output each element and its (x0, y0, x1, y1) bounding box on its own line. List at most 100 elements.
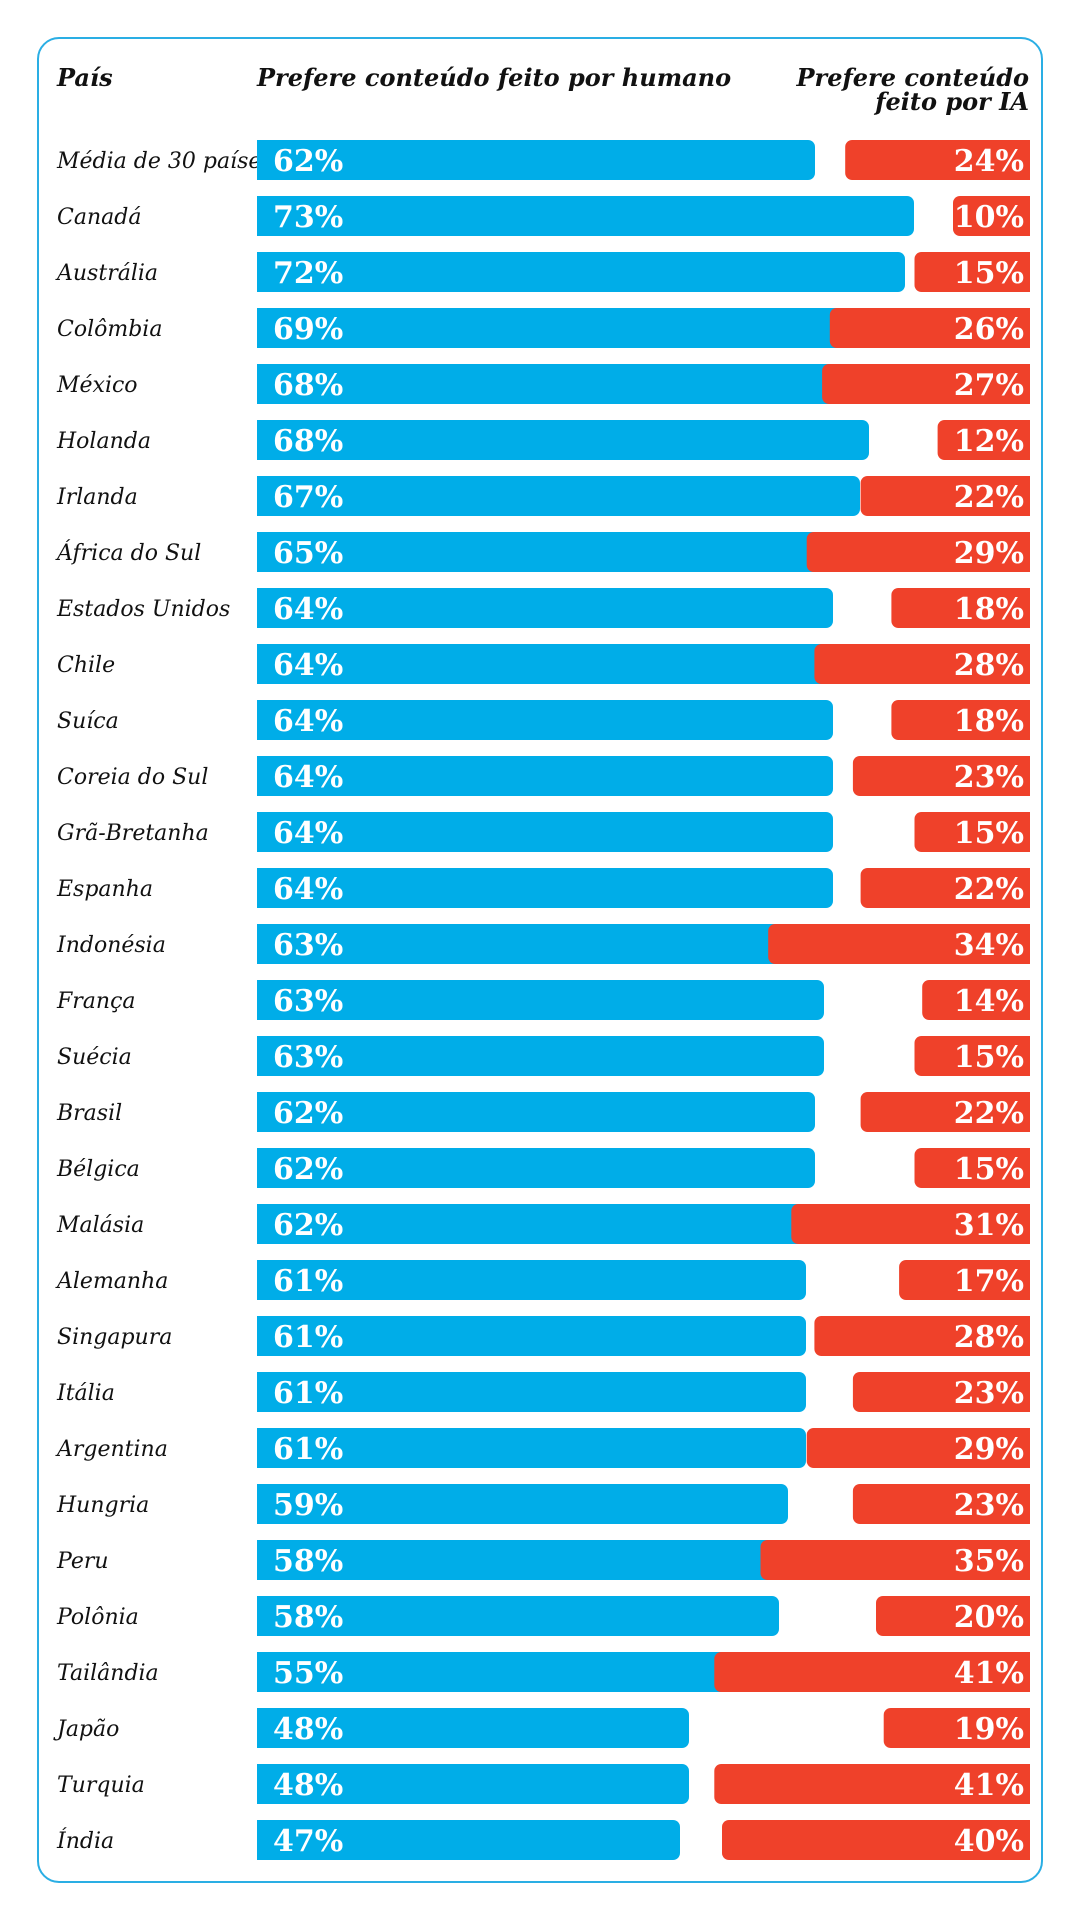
ai-value-label: 40% (954, 1824, 1024, 1859)
ai-bar-edge (1020, 1484, 1030, 1524)
ai-bar (922, 980, 1030, 1020)
ai-value-label: 15% (954, 1040, 1024, 1075)
ai-value-label: 22% (954, 480, 1024, 515)
ai-bar-edge (1020, 140, 1030, 180)
ai-bar-edge (1020, 924, 1030, 964)
human-bar-edge (257, 532, 267, 572)
ai-value-label: 18% (954, 592, 1024, 627)
human-value-label: 64% (273, 816, 343, 851)
ai-bar (883, 1708, 1030, 1748)
ai-bar (806, 532, 1030, 572)
ai-value-label: 19% (954, 1712, 1024, 1747)
human-value-label: 62% (273, 1096, 343, 1131)
country-label: Austrália (55, 261, 158, 286)
country-label: Bélgica (56, 1157, 140, 1182)
human-bar (257, 924, 824, 964)
human-value-label: 55% (273, 1656, 343, 1691)
country-label: Canadá (57, 205, 141, 230)
ai-value-label: 24% (954, 144, 1024, 179)
ai-bar-edge (1020, 196, 1030, 236)
ai-bar-edge (1020, 1540, 1030, 1580)
country-label: Colômbia (57, 317, 162, 342)
ai-bar (714, 1764, 1030, 1804)
ai-bar (914, 1036, 1030, 1076)
country-label: Brasil (56, 1101, 122, 1126)
human-bar-edge (257, 1148, 267, 1188)
ai-bar (852, 1484, 1030, 1524)
human-bar-edge (257, 1652, 267, 1692)
ai-bar (852, 756, 1030, 796)
ai-bar (953, 196, 1030, 236)
country-label: Malásia (56, 1213, 144, 1238)
ai-bar (722, 1820, 1030, 1860)
ai-bar-edge (1020, 252, 1030, 292)
ai-bar (891, 700, 1030, 740)
human-bar (257, 700, 833, 740)
human-value-label: 59% (273, 1488, 343, 1523)
human-bar (257, 1540, 779, 1580)
ai-bar-edge (1020, 1092, 1030, 1132)
human-value-label: 69% (273, 312, 343, 347)
country-label: Suíca (57, 709, 119, 734)
human-bar (257, 1820, 680, 1860)
ai-bar-edge (1020, 868, 1030, 908)
human-bar-edge (257, 980, 267, 1020)
human-bar-edge (257, 1036, 267, 1076)
human-column-header: Prefere conteúdo feito por humano (257, 63, 732, 92)
country-label: Singapura (57, 1325, 172, 1350)
human-bar-edge (257, 1204, 267, 1244)
ai-value-label: 14% (954, 984, 1024, 1019)
human-bar-edge (257, 588, 267, 628)
human-bar-edge (257, 868, 267, 908)
human-value-label: 62% (273, 1152, 343, 1187)
human-bar (257, 1428, 806, 1468)
human-bar-edge (257, 364, 267, 404)
human-bar (257, 476, 860, 516)
ai-bar-edge (1020, 532, 1030, 572)
human-bar-edge (257, 420, 267, 460)
ai-bar-edge (1020, 756, 1030, 796)
human-bar-edge (257, 700, 267, 740)
ai-value-label: 27% (954, 368, 1024, 403)
human-bar (257, 1148, 815, 1188)
ai-column-header: Prefere conteúdo feito por IA (789, 66, 1030, 114)
ai-value-label: 29% (954, 1432, 1024, 1467)
human-value-label: 61% (273, 1376, 343, 1411)
ai-bar-edge (1020, 1596, 1030, 1636)
human-bar-edge (257, 1428, 267, 1468)
country-label: Estados Unidos (56, 597, 230, 622)
human-bar-edge (257, 1764, 267, 1804)
human-value-label: 72% (273, 256, 343, 291)
ai-bar (914, 1148, 1030, 1188)
ai-bar-edge (1020, 308, 1030, 348)
human-value-label: 61% (273, 1264, 343, 1299)
country-label: Tailândia (57, 1661, 159, 1686)
ai-bar (814, 1316, 1030, 1356)
human-bar (257, 1036, 824, 1076)
human-bar (257, 1372, 806, 1412)
ai-bar-edge (1020, 420, 1030, 460)
country-column-header: País (57, 63, 113, 92)
ai-bar (829, 308, 1030, 348)
human-bar-edge (257, 1092, 267, 1132)
ai-bar-edge (1020, 1428, 1030, 1468)
country-label: Irlanda (56, 485, 138, 510)
human-bar (257, 1764, 689, 1804)
ai-bar-edge (1020, 1372, 1030, 1412)
ai-bar (768, 924, 1030, 964)
human-value-label: 64% (273, 648, 343, 683)
ai-value-label: 18% (954, 704, 1024, 739)
ai-bar (937, 420, 1030, 460)
human-value-label: 47% (273, 1824, 343, 1859)
country-label: Espanha (56, 877, 153, 902)
ai-bar-edge (1020, 1204, 1030, 1244)
ai-bar-edge (1020, 1316, 1030, 1356)
human-value-label: 58% (273, 1544, 343, 1579)
ai-bar (814, 644, 1030, 684)
ai-bar-edge (1020, 476, 1030, 516)
human-bar-edge (257, 1316, 267, 1356)
human-bar (257, 1596, 779, 1636)
human-bar (257, 1316, 806, 1356)
ai-bar (791, 1204, 1030, 1244)
